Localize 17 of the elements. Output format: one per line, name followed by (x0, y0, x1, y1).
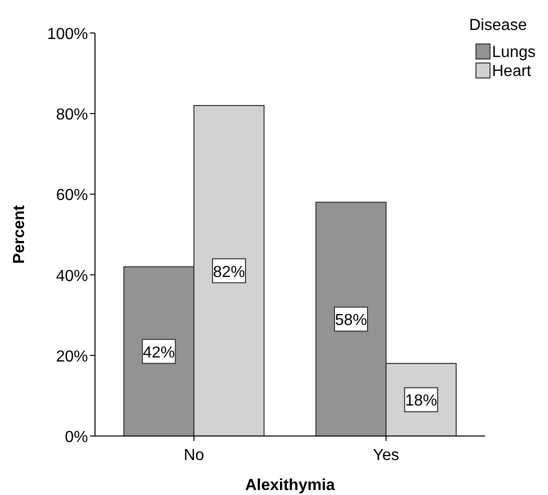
data-label: 82% (212, 264, 246, 281)
legend-title: Disease (469, 17, 527, 34)
x-tick-label: No (184, 447, 204, 464)
y-axis-title: Percent (11, 204, 28, 264)
y-tick-label: 80% (56, 106, 88, 124)
legend-label: Heart (492, 63, 532, 80)
data-label: 18% (405, 392, 438, 410)
x-axis-title: Alexithymia (245, 477, 336, 494)
y-tick-label: 60% (56, 187, 88, 204)
y-tick-label: 100% (47, 26, 88, 43)
x-tick-label: Yes (373, 447, 400, 464)
y-tick-label: 0% (64, 429, 88, 446)
y-tick-label: 20% (56, 348, 88, 366)
y-tick-label: 40% (56, 268, 88, 285)
data-label: 42% (142, 344, 175, 362)
data-label: 58% (334, 312, 368, 330)
legend-label: Lungs (492, 44, 536, 61)
